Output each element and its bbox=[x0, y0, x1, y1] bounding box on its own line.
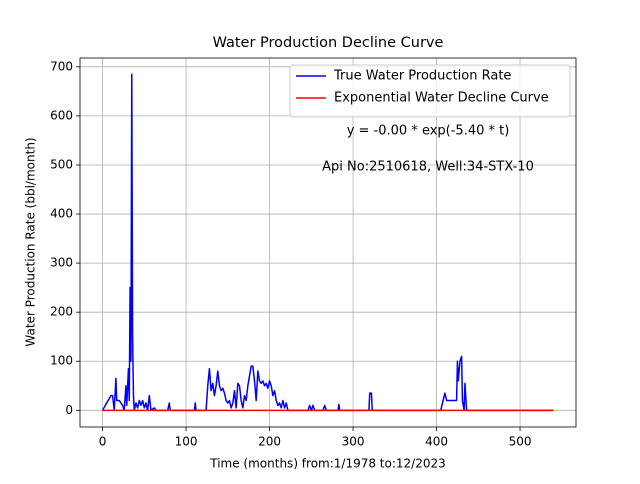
y-tick-label: 200 bbox=[50, 305, 73, 319]
plot-frame bbox=[79, 57, 577, 428]
x-tick-label: 300 bbox=[342, 435, 365, 449]
x-tick-label: 0 bbox=[99, 435, 107, 449]
legend-label: Exponential Water Decline Curve bbox=[334, 91, 549, 106]
annotation: y = -0.00 * exp(-5.40 * t) bbox=[347, 124, 510, 139]
x-tick-label: 400 bbox=[425, 435, 448, 449]
legend-label: True Water Production Rate bbox=[333, 69, 511, 84]
x-tick-label: 100 bbox=[175, 435, 198, 449]
legend-box bbox=[289, 64, 571, 118]
y-axis-label: Water Production Rate (bbl/month) bbox=[24, 137, 38, 346]
x-tick-label: 200 bbox=[258, 435, 281, 449]
y-tick-label: 600 bbox=[50, 108, 73, 122]
y-tick-label: 300 bbox=[50, 256, 73, 270]
x-axis-label: Time (months) from:1/1978 to:12/2023 bbox=[209, 457, 446, 471]
y-tick-label: 0 bbox=[65, 403, 73, 417]
y-tick-label: 100 bbox=[50, 354, 73, 368]
y-tick-label: 700 bbox=[50, 59, 73, 73]
chart-title: Water Production Decline Curve bbox=[213, 35, 444, 51]
annotation: Api No:2510618, Well:34-STX-10 bbox=[322, 160, 534, 175]
y-tick-label: 400 bbox=[50, 207, 73, 221]
y-tick-label: 500 bbox=[50, 157, 73, 171]
x-tick-label: 500 bbox=[509, 435, 532, 449]
